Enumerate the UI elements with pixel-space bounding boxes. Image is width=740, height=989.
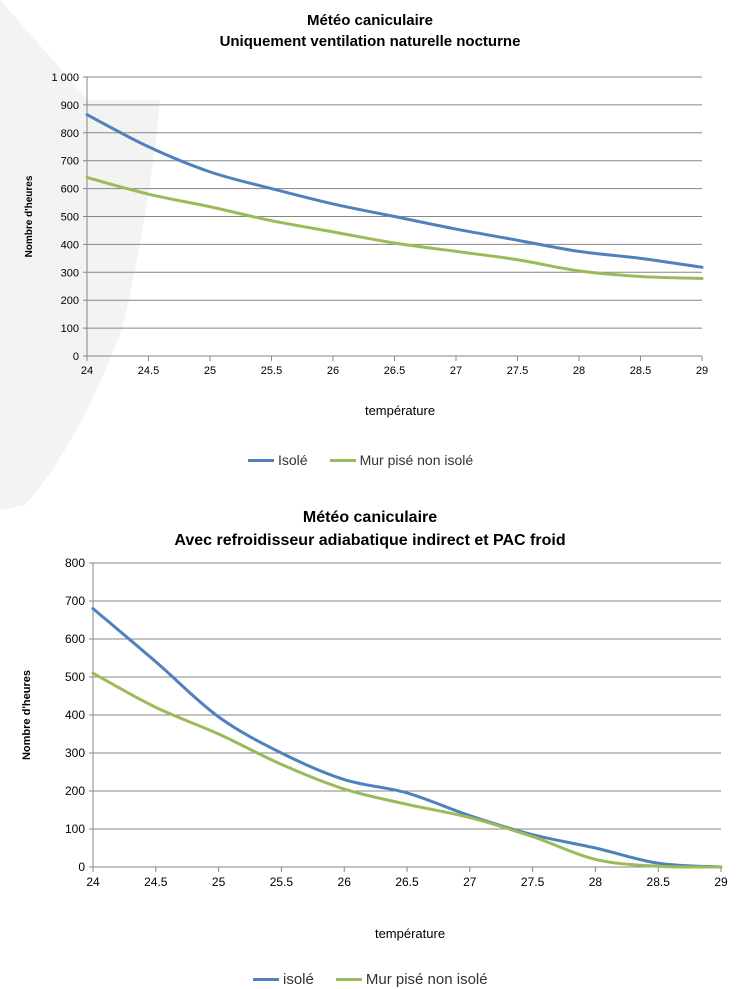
y-tick-label: 800 — [61, 128, 79, 140]
legend-label-isole: Isolé — [278, 452, 308, 468]
y-tick-label: 1 000 — [51, 72, 79, 84]
y-tick-label: 200 — [61, 295, 79, 307]
y-tick-label: 100 — [65, 822, 85, 836]
chart-2-x-axis-label: température — [374, 926, 446, 941]
x-tick-label: 26.5 — [384, 365, 405, 377]
y-tick-label: 300 — [65, 746, 85, 760]
legend-swatch-isole-2 — [253, 978, 279, 981]
x-tick-label: 28 — [573, 365, 585, 377]
chart-1-x-axis-label: température — [364, 403, 436, 418]
chart-1-title: Météo caniculaire — [307, 12, 433, 29]
x-tick-label: 26.5 — [395, 875, 419, 889]
y-tick-label: 800 — [65, 556, 85, 570]
x-tick-label: 27 — [450, 365, 462, 377]
chart-2-legend: isolé Mur pisé non isolé — [253, 971, 510, 988]
series-line-2 — [85, 175, 704, 280]
x-tick-label: 24 — [86, 875, 100, 889]
x-tick-label: 24 — [81, 365, 93, 377]
y-tick-label: 100 — [61, 323, 79, 335]
series-line-1 — [91, 607, 723, 869]
y-axis-title: Nombre d'heures — [21, 670, 33, 760]
chart-1-legend: Isolé Mur pisé non isolé — [248, 452, 495, 468]
x-tick-label: 29 — [714, 875, 728, 889]
chart-2: Météo caniculaire Avec refroidisseur adi… — [0, 500, 740, 989]
x-tick-label: 29 — [696, 365, 708, 377]
x-tick-label: 27 — [463, 875, 477, 889]
y-tick-label: 0 — [78, 860, 85, 874]
legend-swatch-isole — [248, 458, 274, 462]
y-tick-label: 400 — [61, 239, 79, 251]
x-tick-label: 24.5 — [138, 365, 159, 377]
legend-item-isole: Isolé — [248, 452, 308, 468]
x-tick-label: 25 — [204, 365, 216, 377]
y-tick-label: 0 — [73, 351, 79, 363]
chart-2-plot: 0 100 200 300 400 500 600 700 800 24 24.5 25 25.5 26 2… — [21, 556, 728, 889]
y-tick-label: 500 — [61, 212, 79, 224]
x-tick-label: 25 — [212, 875, 226, 889]
x-tick-label: 25.5 — [261, 365, 282, 377]
legend-label-isole-2: isolé — [283, 971, 314, 988]
y-tick-label: 200 — [65, 784, 85, 798]
legend-item-mur-pise: Mur pisé non isolé — [329, 452, 474, 468]
chart-2-title: Météo caniculaire — [302, 509, 438, 526]
y-tick-label: 500 — [65, 670, 85, 684]
chart-1: Météo caniculaire Uniquement ventilation… — [24, 12, 708, 468]
y-tick-label: 600 — [65, 632, 85, 646]
series-line-2 — [91, 671, 723, 869]
x-tick-label: 25.5 — [270, 875, 294, 889]
legend-swatch-mur-pise — [329, 458, 356, 462]
y-tick-label: 700 — [61, 156, 79, 168]
x-tick-label: 28.5 — [630, 365, 651, 377]
x-tick-label: 27.5 — [507, 365, 528, 377]
x-tick-label: 27.5 — [521, 875, 545, 889]
legend-swatch-mur-pise-2 — [335, 978, 362, 981]
legend-label-mur-pise: Mur pisé non isolé — [359, 452, 474, 468]
y-tick-label: 300 — [61, 267, 79, 279]
y-tick-label: 600 — [61, 184, 79, 196]
y-tick-label: 400 — [65, 708, 85, 722]
legend-item-isole-2: isolé — [253, 971, 314, 988]
y-axis-title: Nombre d'heures — [24, 175, 35, 257]
series-line-1 — [85, 113, 704, 269]
x-tick-label: 24.5 — [144, 875, 168, 889]
chart-1-subtitle: Uniquement ventilation naturelle nocturn… — [219, 33, 521, 50]
chart-2-subtitle: Avec refroidisseur adiabatique indirect … — [174, 532, 566, 549]
x-tick-label: 28.5 — [647, 875, 671, 889]
x-tick-label: 26 — [338, 875, 352, 889]
x-tick-label: 28 — [589, 875, 603, 889]
y-tick-label: 900 — [61, 100, 79, 112]
legend-item-mur-pise-2: Mur pisé non isolé — [335, 971, 488, 988]
y-tick-label: 700 — [65, 594, 85, 608]
legend-label-mur-pise-2: Mur pisé non isolé — [365, 971, 488, 988]
x-tick-label: 26 — [327, 365, 339, 377]
chart-1-plot: 0 100 200 300 400 500 600 700 800 900 1 000 24 24.5 2… — [24, 72, 708, 377]
